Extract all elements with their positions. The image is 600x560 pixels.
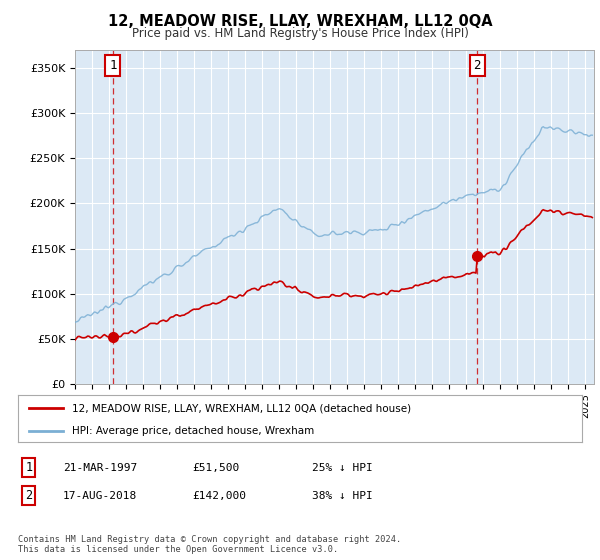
Text: 1: 1 — [25, 461, 32, 474]
Text: 21-MAR-1997: 21-MAR-1997 — [63, 463, 137, 473]
Text: 1: 1 — [109, 59, 116, 72]
Text: £51,500: £51,500 — [192, 463, 239, 473]
Text: 38% ↓ HPI: 38% ↓ HPI — [312, 491, 373, 501]
Text: 17-AUG-2018: 17-AUG-2018 — [63, 491, 137, 501]
Text: Contains HM Land Registry data © Crown copyright and database right 2024.
This d: Contains HM Land Registry data © Crown c… — [18, 535, 401, 554]
Text: 2: 2 — [25, 489, 32, 502]
Text: 2: 2 — [473, 59, 481, 72]
Text: 12, MEADOW RISE, LLAY, WREXHAM, LL12 0QA (detached house): 12, MEADOW RISE, LLAY, WREXHAM, LL12 0QA… — [71, 403, 411, 413]
Text: HPI: Average price, detached house, Wrexham: HPI: Average price, detached house, Wrex… — [71, 426, 314, 436]
Text: Price paid vs. HM Land Registry's House Price Index (HPI): Price paid vs. HM Land Registry's House … — [131, 27, 469, 40]
Text: £142,000: £142,000 — [192, 491, 246, 501]
Text: 12, MEADOW RISE, LLAY, WREXHAM, LL12 0QA: 12, MEADOW RISE, LLAY, WREXHAM, LL12 0QA — [107, 14, 493, 29]
Text: 25% ↓ HPI: 25% ↓ HPI — [312, 463, 373, 473]
